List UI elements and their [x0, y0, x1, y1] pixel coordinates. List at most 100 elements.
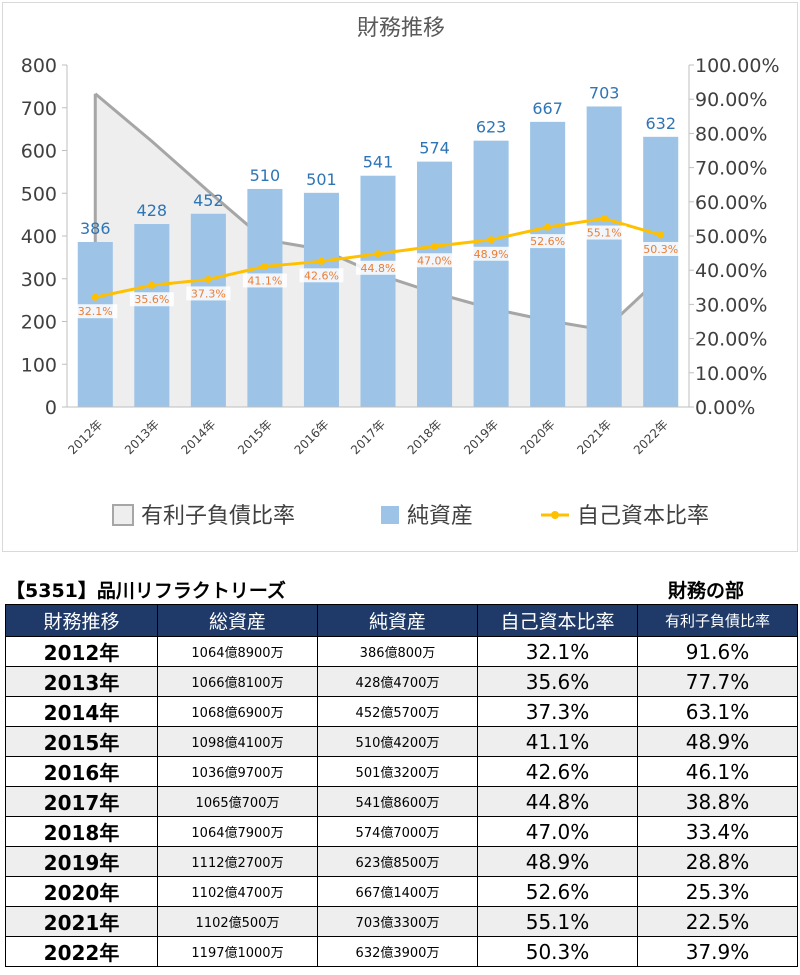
cell-debt-ratio: 22.5% [637, 906, 798, 937]
table-row: 2018年 1064億7900万 574億7000万 47.0% 33.4% [5, 816, 798, 847]
equity-ratio-data-label: 32.1% [78, 305, 113, 318]
net-assets-data-label: 541 [363, 153, 394, 172]
cell-equity-ratio: 37.3% [477, 696, 638, 727]
cell-total-assets: 1065億700万 [157, 786, 318, 817]
x-tick-label: 2013年 [122, 417, 162, 457]
cell-debt-ratio: 63.1% [637, 696, 798, 727]
cell-debt-ratio: 37.9% [637, 936, 798, 967]
net-assets-bar [586, 106, 622, 407]
net-assets-data-label: 452 [193, 191, 224, 210]
equity-ratio-data-label: 42.6% [304, 269, 339, 282]
left-tick-label: 100 [21, 354, 57, 376]
equity-ratio-data-label: 48.9% [474, 248, 509, 261]
header-debt-ratio: 有利子負債比率 [637, 604, 798, 637]
table-row: 2014年 1068億6900万 452億5700万 37.3% 63.1% [5, 696, 798, 727]
cell-equity-ratio: 52.6% [477, 876, 638, 907]
cell-net-assets: 386億800万 [317, 636, 478, 667]
legend-equity-ratio-label: 自己資本比率 [577, 504, 709, 529]
equity-ratio-label-bg [356, 260, 400, 275]
cell-debt-ratio: 28.8% [637, 846, 798, 877]
chart-title: 財務推移 [357, 16, 445, 41]
header-period: 財務推移 [5, 604, 158, 637]
equity-ratio-point [600, 215, 608, 223]
equity-ratio-point [204, 275, 212, 283]
equity-ratio-point [317, 257, 325, 265]
equity-ratio-point [657, 231, 665, 239]
section-title: 財務の部 [668, 580, 745, 602]
cell-total-assets: 1068億6900万 [157, 696, 318, 727]
cell-net-assets: 667億1400万 [317, 876, 478, 907]
header-total-assets: 総資産 [157, 604, 318, 637]
cell-equity-ratio: 41.1% [477, 726, 638, 757]
equity-ratio-point [487, 236, 495, 244]
equity-ratio-label-bg [129, 292, 174, 307]
equity-ratio-point [261, 262, 269, 270]
cell-year: 2014年 [5, 696, 158, 727]
left-tick-label: 700 [21, 98, 57, 120]
cell-total-assets: 1197億1000万 [157, 936, 318, 967]
equity-ratio-data-label: 50.3% [643, 243, 678, 256]
cell-total-assets: 1102億500万 [157, 906, 318, 937]
cell-year: 2013年 [5, 666, 158, 697]
right-tick-label: 80.00% [695, 123, 767, 145]
x-tick-label: 2022年 [631, 417, 671, 457]
header-equity-ratio: 自己資本比率 [477, 604, 638, 637]
net-assets-data-label: 703 [589, 83, 620, 102]
cell-total-assets: 1064億7900万 [157, 816, 318, 847]
net-assets-bar-layer [77, 106, 679, 408]
table-row: 2022年 1197億1000万 632億3900万 50.3% 37.9% [5, 936, 798, 967]
cell-debt-ratio: 33.4% [637, 816, 798, 847]
equity-ratio-point [91, 293, 99, 301]
equity-ratio-data-label: 37.3% [191, 287, 226, 300]
x-tick-label: 2019年 [461, 417, 501, 457]
cell-net-assets: 574億7000万 [317, 816, 478, 847]
net-assets-bar [134, 224, 170, 407]
cell-debt-ratio: 46.1% [637, 756, 798, 787]
equity-ratio-data-label: 55.1% [587, 227, 622, 240]
cell-year: 2019年 [5, 846, 158, 877]
chart-panel: 財務推移 386 428 452 510 501 541 574 623 667 703 632 32… [2, 2, 798, 552]
equity-ratio-label-bg [242, 273, 287, 288]
x-tick-label: 2017年 [348, 417, 388, 457]
cell-net-assets: 623億8500万 [317, 846, 478, 877]
right-tick-label: 30.00% [695, 294, 767, 316]
cell-total-assets: 1098億4100万 [157, 726, 318, 757]
left-tick-label: 300 [21, 269, 57, 291]
net-assets-data-label: 428 [137, 201, 168, 220]
x-tick-label: 2012年 [65, 417, 105, 457]
cell-total-assets: 1066億8100万 [157, 666, 318, 697]
net-assets-data-label: 501 [306, 170, 337, 189]
equity-ratio-label-bg [186, 286, 231, 301]
legend-debt-ratio-label: 有利子負債比率 [141, 504, 295, 529]
right-tick-label: 0.00% [695, 397, 755, 419]
header-net-assets: 純資産 [317, 604, 478, 637]
legend-net-assets-label: 純資産 [407, 504, 473, 529]
equity-ratio-data-label: 47.0% [417, 254, 452, 267]
equity-ratio-label-bg [525, 234, 570, 249]
equity-ratio-label-bg [73, 304, 118, 319]
net-assets-data-label: 667 [532, 99, 563, 118]
right-tick-label: 100.00% [695, 55, 780, 77]
right-tick-label: 70.00% [695, 158, 767, 180]
equity-ratio-data-label: 52.6% [530, 235, 565, 248]
financial-table: 財務推移 総資産 純資産 自己資本比率 有利子負債比率 2012年 1064億89… [5, 604, 798, 967]
net-assets-bar [360, 175, 396, 407]
equity-ratio-point [544, 223, 552, 231]
left-tick-label: 400 [21, 226, 57, 248]
data-label-layer: 386 428 452 510 501 541 574 623 667 703 632 32.1% 35… [73, 83, 683, 319]
cell-debt-ratio: 48.9% [637, 726, 798, 757]
cell-total-assets: 1036億9700万 [157, 756, 318, 787]
table-row: 2016年 1036億9700万 501億3200万 42.6% 46.1% [5, 756, 798, 787]
cell-net-assets: 510億4200万 [317, 726, 478, 757]
equity-ratio-label-bg [412, 253, 457, 268]
cell-debt-ratio: 25.3% [637, 876, 798, 907]
cell-equity-ratio: 35.6% [477, 666, 638, 697]
cell-net-assets: 541億8600万 [317, 786, 478, 817]
net-assets-bar [473, 140, 509, 408]
equity-ratio-point [148, 281, 156, 289]
equity-ratio-point [431, 242, 439, 250]
cell-equity-ratio: 42.6% [477, 756, 638, 787]
cell-year: 2022年 [5, 936, 158, 967]
equity-ratio-label-bg [299, 268, 344, 283]
equity-ratio-label-bg [582, 225, 627, 240]
